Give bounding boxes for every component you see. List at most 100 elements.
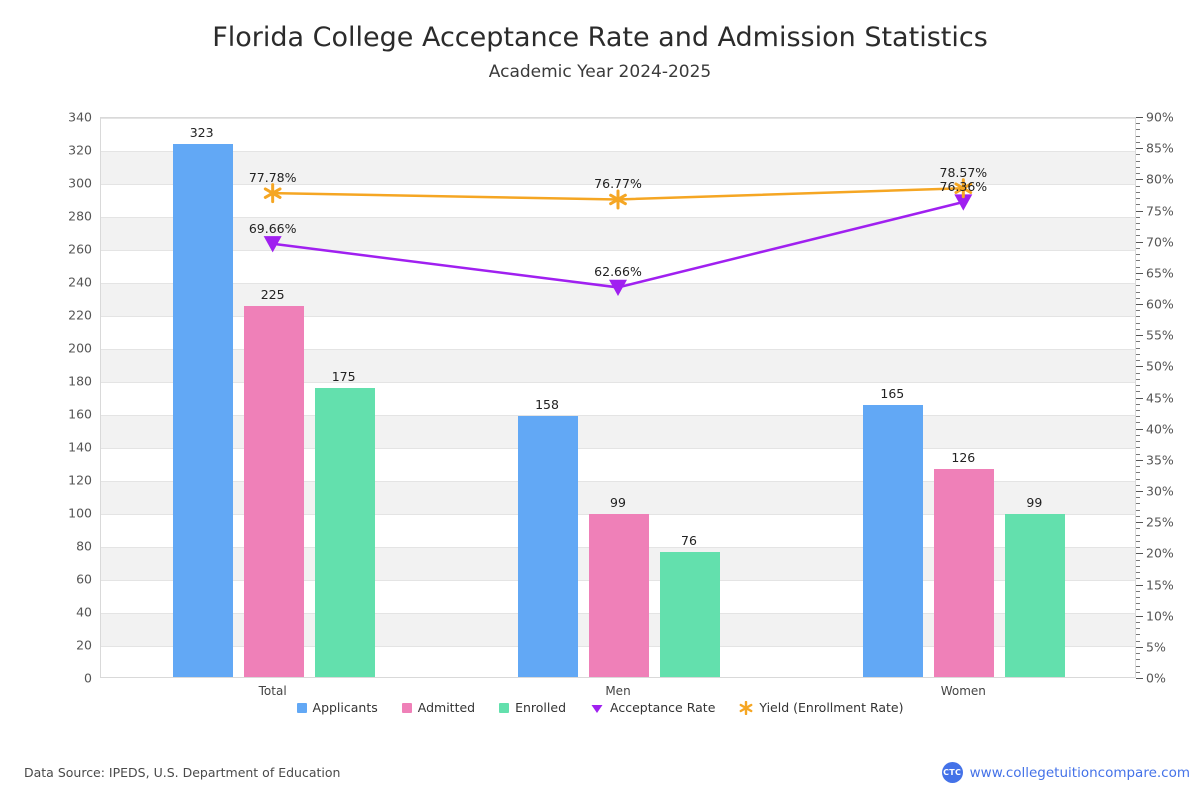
y-axis-left-tick-label: 200 [68,340,92,356]
y-axis-right-major-tick [1136,179,1143,181]
y-axis-right-minor-tick [1136,466,1140,468]
bar-applicants-men[interactable] [518,416,578,677]
y-axis-left-tick-label: 340 [68,109,92,125]
y-axis-left-tick-label: 260 [68,241,92,257]
y-axis-right-minor-tick [1136,266,1140,268]
y-axis-right-tick-label: 50% [1146,358,1174,374]
legend-item-admitted[interactable]: Admitted [401,700,475,715]
y-axis-right-minor-tick [1136,528,1140,530]
y-axis-right-minor-tick [1136,671,1140,673]
line-point-value-label: 69.66% [248,220,297,236]
y-axis-right-minor-tick [1136,173,1140,175]
y-axis-right-major-tick [1136,459,1143,461]
y-axis-left-tick-label: 180 [68,373,92,389]
legend-item-acceptance-rate[interactable]: Acceptance Rate [590,700,715,715]
bar-admitted-men[interactable] [589,513,649,677]
y-axis-right-minor-tick [1136,372,1140,374]
legend-item-label: Yield (Enrollment Rate) [759,700,904,715]
y-axis-right-minor-tick [1136,484,1140,486]
bar-applicants-total[interactable] [172,144,233,677]
y-axis-right-tick-label: 85% [1146,140,1174,156]
y-axis-right-minor-tick [1136,603,1140,605]
y-axis-left-tick-label: 0 [84,670,92,686]
y-axis-right-minor-tick [1136,254,1140,256]
y-axis-left-tick-label: 120 [68,472,92,488]
bar-applicants-women[interactable] [863,404,924,677]
y-axis-right-major-tick [1136,615,1143,617]
y-axis-right-minor-tick [1136,540,1140,542]
y-axis-right-major-tick [1136,241,1143,243]
y-axis-right-minor-tick [1136,659,1140,661]
x-axis-category-label: Total [258,684,287,698]
line-point-value-label: 76.77% [594,176,642,192]
y-axis-right-minor-tick [1136,160,1140,162]
y-axis-right-minor-tick [1136,285,1140,287]
legend-item-enrolled[interactable]: Enrolled [499,700,566,715]
y-axis-right-minor-tick [1136,391,1140,393]
y-axis-right-minor-tick [1136,515,1140,517]
y-axis-right-minor-tick [1136,123,1140,125]
y-axis-right-major-tick [1136,553,1143,555]
y-axis-right-minor-tick [1136,509,1140,511]
plot-area [100,117,1136,678]
y-axis-right-major-tick [1136,678,1143,679]
line-point-value-label: 62.66% [594,264,642,280]
y-axis-right-minor-tick [1136,198,1140,200]
y-axis-right-minor-tick [1136,204,1140,206]
y-axis-right-minor-tick [1136,472,1140,474]
y-axis-right-tick-label: 65% [1146,265,1174,281]
y-axis-right-tick-label: 55% [1146,327,1174,343]
y-axis-right-minor-tick [1136,385,1140,387]
y-axis-right-tick-label: 45% [1146,390,1174,405]
y-axis-right-minor-tick [1136,129,1140,131]
bar-enrolled-men[interactable] [660,551,720,677]
bar-value-label: 99 [1026,494,1043,510]
y-axis-left-tick-label: 220 [68,307,92,323]
bar-admitted-women[interactable] [934,469,995,677]
bar-enrolled-women[interactable] [1005,513,1066,677]
y-axis-right-major-tick [1136,210,1143,212]
y-axis-right-tick-label: 90% [1146,109,1174,125]
gridline [101,349,1135,350]
bar-enrolled-total[interactable] [314,388,375,677]
y-axis-left-tick-label: 300 [68,175,92,191]
data-source-note: Data Source: IPEDS, U.S. Department of E… [24,765,341,780]
legend-item-label: Applicants [312,700,378,715]
brand-watermark[interactable]: CTC www.collegetuitioncompare.com [941,762,1190,783]
y-axis-right-major-tick [1136,117,1143,118]
y-axis-right-minor-tick [1136,247,1140,249]
y-axis-right-minor-tick [1136,279,1140,281]
y-axis-right-major-tick [1136,335,1143,337]
y-axis-right-major-tick [1136,272,1143,274]
y-axis-right-minor-tick [1136,141,1140,143]
y-axis-right-tick-label: 35% [1146,452,1174,468]
bar-value-label: 323 [189,125,214,141]
bar-admitted-total[interactable] [243,305,304,677]
chart-legend: Applicants Admitted Enrolled Acceptance Rat… [0,700,1200,715]
brand-url-link[interactable]: www.collegetuitioncompare.com [969,764,1190,781]
y-axis-left-tick-label: 320 [68,142,92,158]
y-axis-right-minor-tick [1136,222,1140,224]
y-axis-right-tick-label: 30% [1146,483,1174,499]
y-axis-right-minor-tick [1136,572,1140,574]
y-axis-right-minor-tick [1136,409,1140,411]
y-axis-right-minor-tick [1136,378,1140,380]
ctc-logo-icon: CTC [941,762,963,783]
y-axis-right-minor-tick [1136,260,1140,262]
gridline [101,382,1135,383]
gridline [101,217,1135,218]
legend-item-applicants[interactable]: Applicants [296,700,378,715]
page-title: Florida College Acceptance Rate and Admi… [212,22,988,53]
x-axis-category-label: Women [940,684,986,698]
bar-value-label: 225 [260,286,285,302]
gridline [101,481,1135,482]
y-axis-right-tick-label: 10% [1146,608,1174,624]
gridline [101,283,1135,284]
y-axis-right-minor-tick [1136,634,1140,636]
y-axis-right-minor-tick [1136,640,1140,642]
legend-item-yield-enrollment-rate-[interactable]: Yield (Enrollment Rate) [739,700,903,715]
y-axis-right-major-tick [1136,584,1143,586]
y-axis-right-minor-tick [1136,416,1140,418]
legend-triangle-down-icon [590,701,604,715]
